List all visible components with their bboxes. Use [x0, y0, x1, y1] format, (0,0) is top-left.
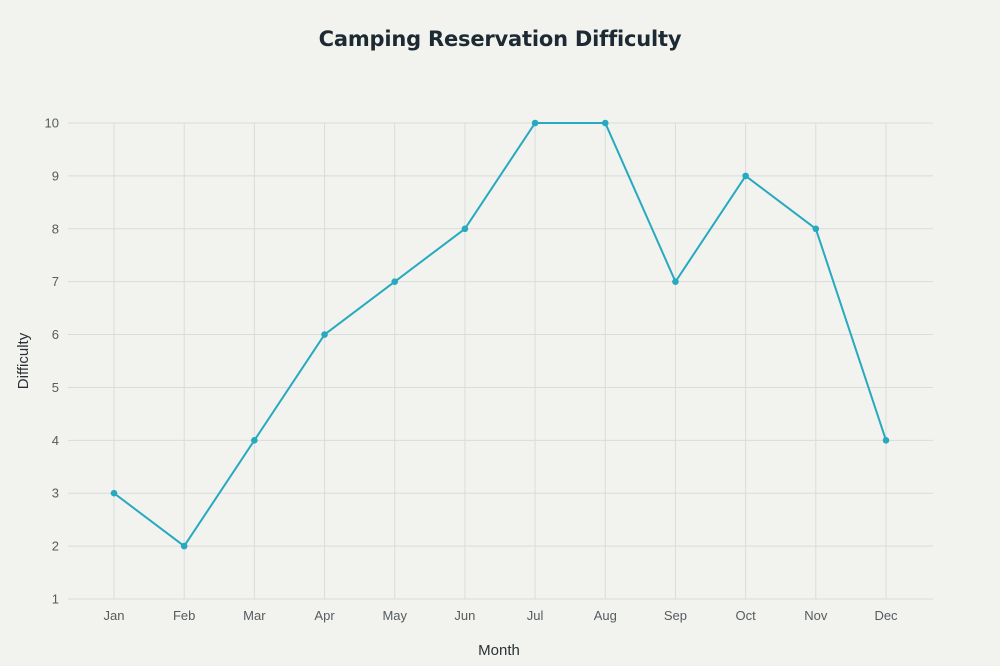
- axes: 1 2 3 4 5 6 7 8 9 10 Jan Feb Mar Apr May Jun Jul Aug Sep Oc…: [45, 116, 899, 624]
- data-point[interactable]: [742, 172, 749, 180]
- x-tick-label: Nov: [804, 608, 828, 623]
- y-tick-label: 4: [52, 433, 59, 448]
- x-tick-label: Dec: [874, 608, 898, 623]
- data-point[interactable]: [601, 119, 609, 127]
- data-point[interactable]: [180, 542, 188, 550]
- x-tick-label: Jul: [527, 608, 544, 623]
- grid: [68, 122, 933, 600]
- x-tick-label: Oct: [736, 608, 757, 623]
- x-tick-label: Aug: [594, 608, 617, 623]
- y-tick-label: 5: [52, 380, 59, 395]
- series-line: [113, 122, 887, 548]
- data-point[interactable]: [882, 437, 890, 444]
- x-tick-label: Jan: [104, 608, 125, 623]
- y-axis-title: Difficulty: [15, 332, 32, 389]
- data-point[interactable]: [251, 437, 258, 444]
- data-point[interactable]: [110, 489, 118, 497]
- y-tick-label: 7: [52, 274, 59, 289]
- data-point[interactable]: [812, 225, 820, 233]
- y-tick-label: 2: [52, 539, 59, 554]
- y-tick-label: 6: [52, 327, 59, 342]
- y-tick-label: 3: [52, 486, 59, 501]
- x-axis-title: Month: [478, 642, 520, 659]
- data-point[interactable]: [531, 119, 539, 127]
- data-point[interactable]: [461, 225, 469, 233]
- x-tick-label: Feb: [173, 608, 195, 623]
- y-tick-label: 8: [52, 221, 59, 236]
- y-tick-label: 1: [52, 592, 59, 607]
- y-tick-label: 9: [52, 168, 59, 183]
- x-tick-label: Sep: [664, 608, 687, 623]
- data-point[interactable]: [321, 331, 328, 338]
- y-tick-label: 10: [45, 116, 59, 131]
- series: [110, 119, 890, 550]
- x-tick-label: Jun: [454, 608, 475, 623]
- x-tick-label: Mar: [243, 608, 266, 623]
- data-point[interactable]: [672, 278, 679, 285]
- x-tick-label: Apr: [314, 608, 335, 623]
- x-tick-label: May: [382, 608, 407, 623]
- data-point[interactable]: [391, 278, 399, 285]
- chart-title: Camping Reservation Difficulty: [318, 27, 682, 51]
